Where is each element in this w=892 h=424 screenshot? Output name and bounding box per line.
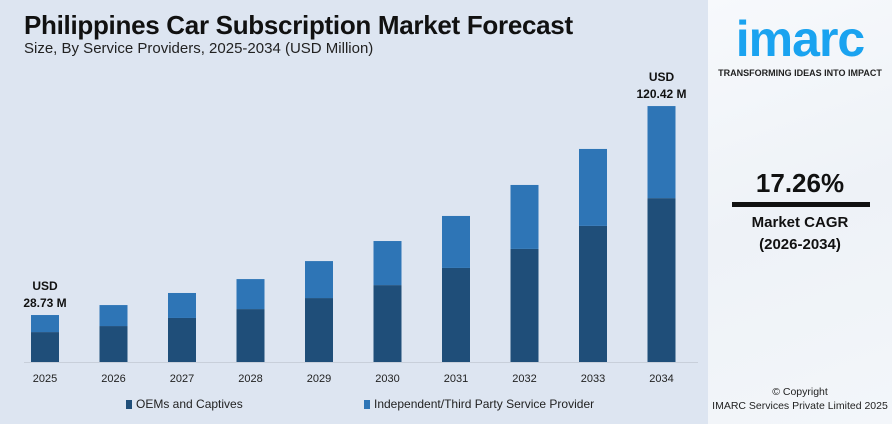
bar-independent-2030 — [373, 241, 402, 286]
bar-independent-2028 — [236, 279, 265, 310]
x-tick-label: 2033 — [581, 373, 605, 385]
bar-oems-2027 — [168, 317, 196, 362]
legend-label-independent: Independent/Third Party Service Provider — [374, 397, 595, 411]
bar-independent-2033 — [579, 148, 607, 226]
value-annotation-amount: 28.73 M — [23, 296, 66, 310]
chart-title: Philippines Car Subscription Market Fore… — [24, 10, 573, 40]
legend-swatch-independent — [364, 399, 370, 409]
logo-tagline: TRANSFORMING IDEAS INTO IMPACT — [718, 68, 882, 78]
cagr-divider — [732, 202, 870, 207]
value-annotation-amount: 120.42 M — [636, 87, 686, 101]
x-tick-label: 2032 — [512, 373, 536, 385]
x-tick-label: 2031 — [444, 373, 468, 385]
value-annotation-currency: USD — [649, 70, 675, 84]
x-tick-label: 2034 — [649, 373, 673, 385]
logo-wordmark: imarc — [735, 11, 865, 67]
bar-oems-2033 — [579, 225, 607, 362]
bar-independent-2026 — [99, 305, 128, 327]
x-tick-label: 2025 — [33, 373, 57, 385]
bar-oems-2030 — [373, 285, 402, 362]
bar-chart: 2025 2026 2027 2028 2029 2030 2031 2032 2033 2034… — [23, 70, 698, 385]
bar-independent-2034 — [647, 106, 676, 199]
bar-independent-2025 — [31, 315, 59, 333]
bar-independent-2031 — [442, 215, 470, 268]
copyright-line1: © Copyright — [772, 386, 828, 398]
cagr-label: Market CAGR (2026-2034) — [708, 212, 892, 256]
x-tick-label: 2028 — [238, 373, 262, 385]
bar-oems-2034 — [647, 198, 676, 362]
bar-oems-2032 — [510, 248, 539, 362]
copyright-line2: IMARC Services Private Limited 2025 — [712, 400, 888, 412]
bar-independent-2029 — [305, 261, 333, 299]
bar-oems-2028 — [236, 309, 265, 362]
legend-swatch-oems — [126, 399, 132, 409]
copyright: © Copyright IMARC Services Private Limit… — [708, 385, 892, 413]
bar-oems-2029 — [305, 298, 333, 362]
value-annotation-currency: USD — [32, 279, 58, 293]
imarc-logo: imarc TRANSFORMING IDEAS INTO IMPACT — [708, 14, 892, 78]
legend-item-independent: Independent/Third Party Service Provider — [364, 397, 594, 411]
cagr-label-text: Market CAGR — [751, 214, 849, 231]
x-tick-label: 2027 — [170, 373, 194, 385]
x-tick-label: 2029 — [307, 373, 331, 385]
legend-item-oems: OEMs and Captives — [126, 397, 243, 411]
legend-label-oems: OEMs and Captives — [136, 397, 243, 411]
x-tick-label: 2030 — [375, 373, 399, 385]
bar-oems-2026 — [99, 326, 128, 362]
chart-subtitle: Size, By Service Providers, 2025-2034 (U… — [24, 40, 374, 57]
side-panel: imarc TRANSFORMING IDEAS INTO IMPACT 17.… — [708, 0, 892, 424]
cagr-value: 17.26% — [755, 168, 845, 198]
bar-independent-2027 — [168, 292, 196, 318]
cagr-period: (2026-2034) — [759, 236, 841, 253]
bar-oems-2031 — [442, 267, 470, 362]
bar-independent-2032 — [510, 184, 539, 249]
bar-oems-2025 — [31, 332, 59, 362]
x-tick-label: 2026 — [101, 373, 125, 385]
